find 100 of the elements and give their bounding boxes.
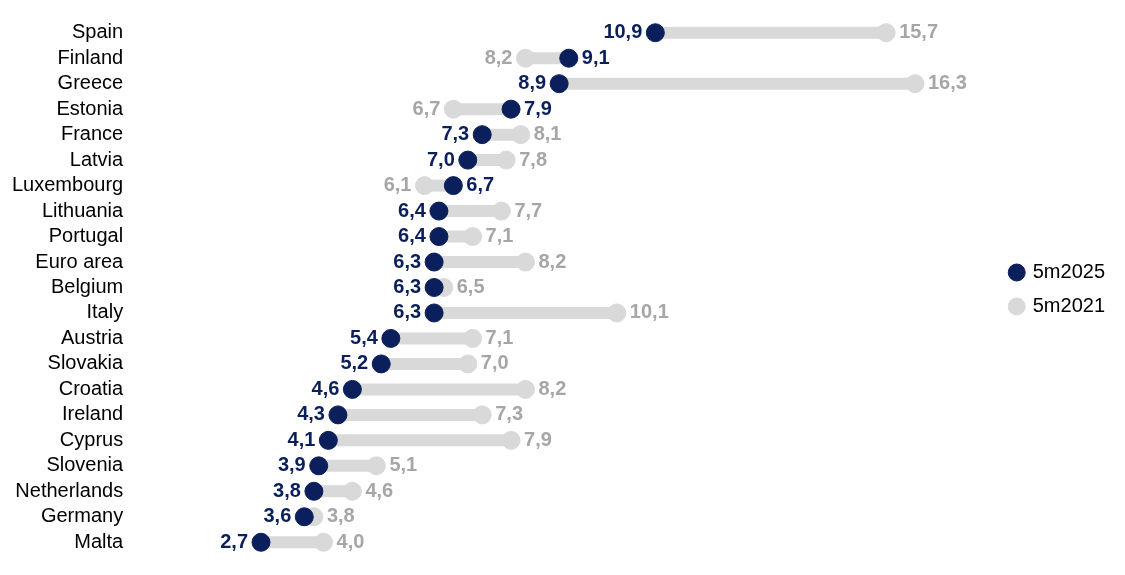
data-label: 7,3 [441,122,470,145]
point [501,99,521,119]
data-label: 5,2 [340,351,369,374]
point [876,23,896,43]
point [458,354,478,374]
y-tick-label: Belgium [50,275,124,298]
point [309,456,329,476]
point [458,150,478,170]
data-label: 7,9 [524,427,552,450]
data-label: 5,1 [389,453,418,476]
point [424,278,444,297]
data-label: 3,9 [277,453,306,476]
point [443,176,463,196]
data-label: 3,6 [263,504,292,527]
legend-label: 5m2021 [1032,294,1106,317]
data-label: 6,3 [393,249,422,272]
data-label: 7,0 [426,147,455,170]
data-label: 4,1 [287,427,316,450]
point [342,379,362,399]
data-label: 8,1 [533,122,562,145]
point [443,99,463,119]
point [515,48,535,68]
y-tick-label: Estonia [56,96,125,119]
data-label: 2,7 [220,529,249,552]
point [304,481,324,501]
data-label: 6,7 [412,96,441,119]
data-label: 4,6 [365,478,394,501]
y-tick-label: Latvia [69,147,125,170]
data-label: 6,1 [383,173,412,196]
y-tick-label: Slovenia [46,453,125,476]
data-label: 7,3 [495,402,524,425]
data-label: 7,1 [485,224,514,247]
point [342,481,362,501]
point [491,201,511,221]
y-tick-label: France [60,122,124,145]
point [501,430,521,450]
y-tick-label: Slovakia [47,351,125,374]
point [549,74,569,94]
point [366,456,386,476]
point [429,227,449,247]
point [607,303,627,323]
y-tick-label: Germany [40,504,124,527]
data-label: 7,7 [514,198,543,221]
point [318,430,338,450]
y-tick-label: Greece [57,71,124,94]
y-tick-label: Netherlands [15,478,124,501]
y-tick-label: Luxembourg [11,173,124,196]
point [559,48,579,68]
y-tick-label: Italy [86,300,124,323]
point [463,227,483,247]
y-tick-label: Finland [57,45,124,68]
data-label: 7,1 [485,325,514,348]
data-label: 7,9 [524,96,552,119]
point [314,532,334,552]
data-label: 8,2 [538,376,567,399]
point [472,405,492,425]
y-tick-label: Cyprus [59,427,124,450]
data-label: 8,2 [538,249,567,272]
data-label: 8,2 [484,45,513,68]
point [905,74,925,94]
data-label: 10,9 [603,20,643,43]
point [472,125,492,145]
data-label: 16,3 [927,71,967,94]
y-tick-label: Ireland [62,402,124,425]
legend-label: 5m2025 [1032,260,1106,283]
data-label: 5,4 [350,325,379,348]
y-tick-label: Malta [74,529,125,552]
y-tick-label: Croatia [58,376,125,399]
point [424,303,444,323]
y-tick-label: Austria [60,325,125,348]
data-label: 4,3 [297,402,325,425]
point [424,252,444,272]
data-label: 6,5 [456,275,485,298]
data-label: 4,0 [336,529,365,552]
data-label: 6,4 [398,198,427,221]
data-label: 6,4 [398,224,427,247]
data-label: 15,7 [899,20,939,43]
point [429,201,449,221]
data-label: 6,3 [393,275,422,298]
data-label: 10,1 [629,300,669,323]
data-label: 7,0 [480,351,509,374]
data-label: 4,6 [311,376,340,399]
point [515,252,535,272]
data-label: 3,8 [326,504,355,527]
point [496,150,516,170]
y-tick-label: Spain [72,20,124,43]
point [294,507,314,527]
point [328,405,348,425]
point [511,125,531,145]
y-tick-label: Lithuania [41,198,125,221]
point [251,532,271,552]
point [515,379,535,399]
data-label: 9,1 [581,45,610,68]
point [415,176,435,196]
y-tick-label: Portugal [48,224,124,247]
point [371,354,391,374]
data-label: 7,8 [519,147,548,170]
data-label: 3,8 [273,478,301,501]
point [645,23,665,43]
point [463,328,483,348]
